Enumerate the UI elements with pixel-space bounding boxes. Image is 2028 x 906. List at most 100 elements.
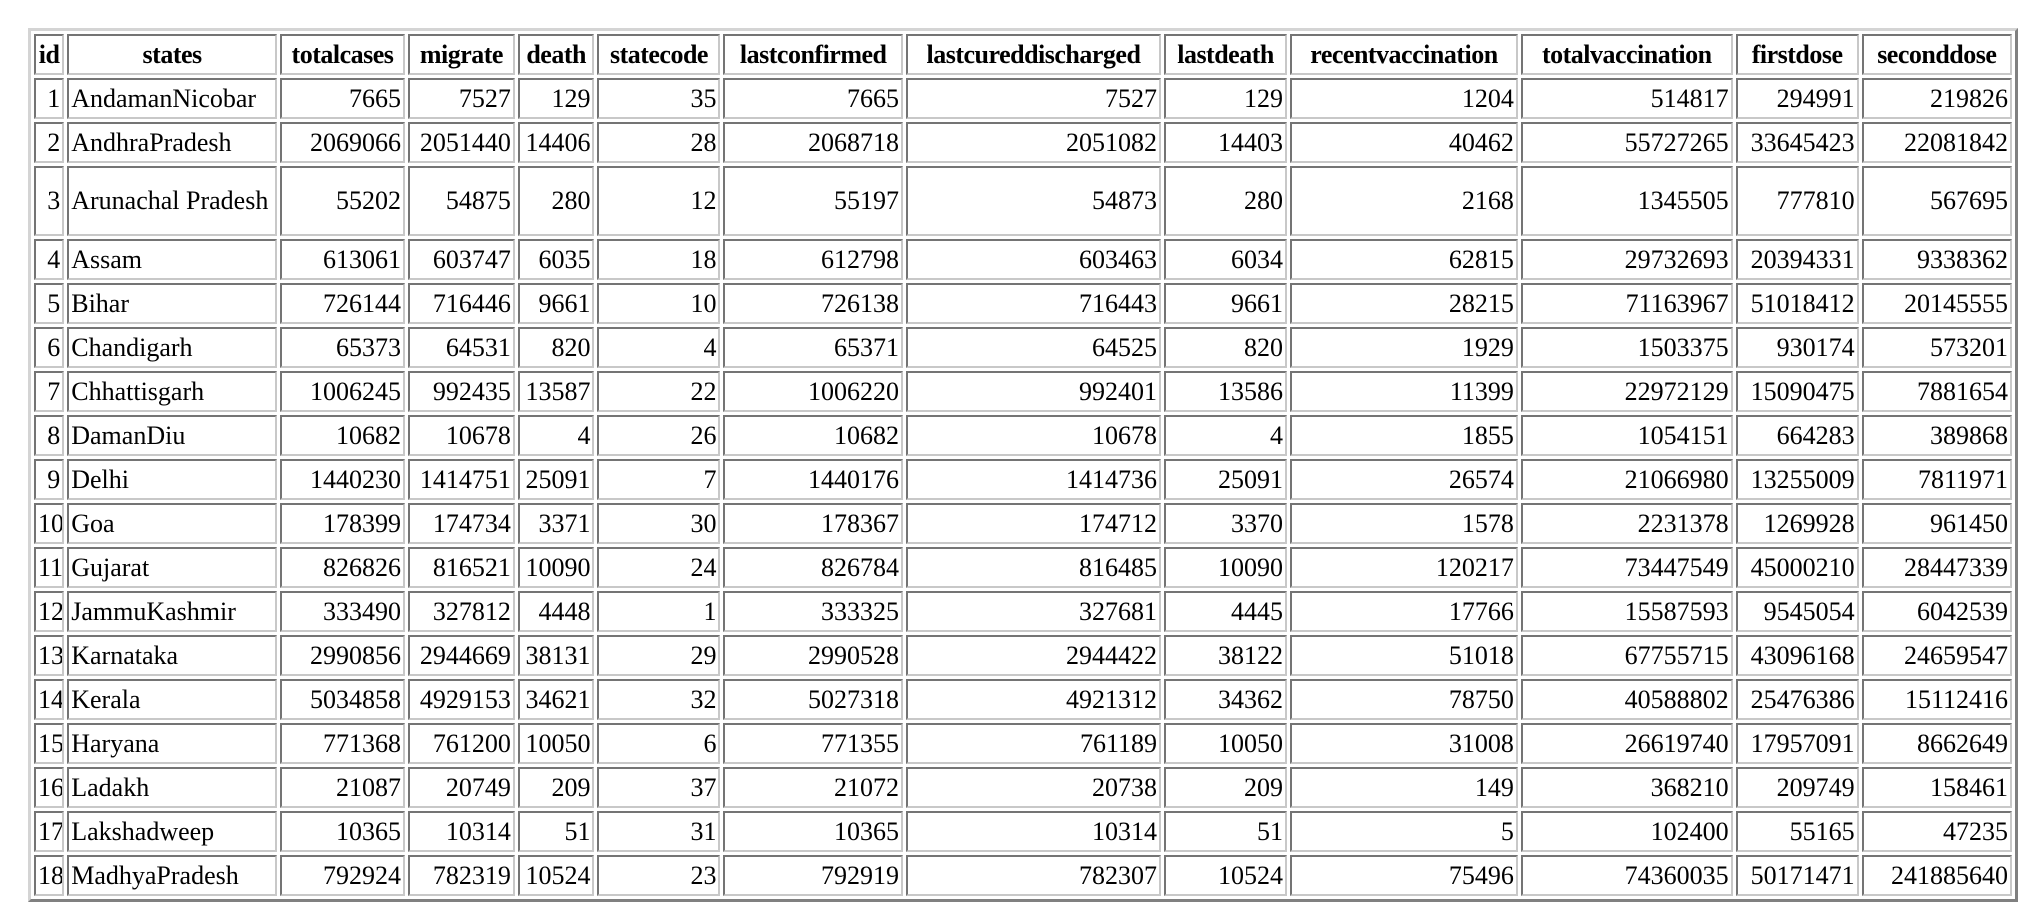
table-row: 1 AndamanNicobar 7665 7527 129 35 7665 7527 129 1… — [34, 78, 2012, 119]
cell-lastdeath: 6034 — [1164, 239, 1288, 280]
cell-firstdose: 51018412 — [1735, 283, 1859, 324]
cell-lastcureddischarged: 327681 — [905, 591, 1162, 632]
cell-seconddose: 24659547 — [1861, 635, 2012, 676]
column-header-firstdose: firstdose — [1735, 34, 1859, 75]
table-container: id states totalcases migrate death statecode l… — [28, 28, 2018, 902]
cell-firstdose: 294991 — [1735, 78, 1859, 119]
cell-statecode: 28 — [597, 122, 721, 163]
table-row: 8 DamanDiu 10682 10678 4 26 10682 10678 4 1855 105… — [34, 415, 2012, 456]
cell-totalcases: 7665 — [279, 78, 405, 119]
cell-statecode: 35 — [597, 78, 721, 119]
cell-totalcases: 613061 — [279, 239, 405, 280]
cell-lastconfirmed: 65371 — [723, 327, 903, 368]
cell-statecode: 18 — [597, 239, 721, 280]
cell-migrate: 782319 — [407, 855, 515, 896]
cell-firstdose: 13255009 — [1735, 459, 1859, 500]
cell-recentvaccination: 17766 — [1290, 591, 1518, 632]
cell-totalvaccination: 15587593 — [1520, 591, 1733, 632]
cell-totalvaccination: 1345505 — [1520, 166, 1733, 236]
cell-firstdose: 20394331 — [1735, 239, 1859, 280]
cell-seconddose: 7811971 — [1861, 459, 2012, 500]
cell-id: 15 — [34, 723, 65, 764]
cell-totalvaccination: 1503375 — [1520, 327, 1733, 368]
table-row: 7 Chhattisgarh 1006245 992435 13587 22 1006220… — [34, 371, 2012, 412]
column-header-lastcureddischarged: lastcureddischarged — [905, 34, 1162, 75]
cell-statecode: 12 — [597, 166, 721, 236]
cell-lastdeath: 10524 — [1164, 855, 1288, 896]
cell-recentvaccination: 120217 — [1290, 547, 1518, 588]
cell-migrate: 992435 — [407, 371, 515, 412]
table-row: 6 Chandigarh 65373 64531 820 4 65371 64525 820 19… — [34, 327, 2012, 368]
cell-lastconfirmed: 726138 — [723, 283, 903, 324]
table-row: 11 Gujarat 826826 816521 10090 24 826784 816485… — [34, 547, 2012, 588]
cell-lastconfirmed: 5027318 — [723, 679, 903, 720]
cell-id: 10 — [34, 503, 65, 544]
cell-death: 129 — [517, 78, 595, 119]
cell-lastconfirmed: 792919 — [723, 855, 903, 896]
cell-totalcases: 1006245 — [279, 371, 405, 412]
cell-migrate: 64531 — [407, 327, 515, 368]
cell-statecode: 6 — [597, 723, 721, 764]
table-row: 14 Kerala 5034858 4929153 34621 32 5027318 4921… — [34, 679, 2012, 720]
cell-seconddose: 158461 — [1861, 767, 2012, 808]
states-data-table: id states totalcases migrate death statecode l… — [28, 28, 2018, 902]
cell-states: Karnataka — [67, 635, 277, 676]
cell-lastcureddischarged: 20738 — [905, 767, 1162, 808]
cell-migrate: 327812 — [407, 591, 515, 632]
cell-seconddose: 219826 — [1861, 78, 2012, 119]
cell-lastcureddischarged: 1414736 — [905, 459, 1162, 500]
cell-firstdose: 25476386 — [1735, 679, 1859, 720]
cell-recentvaccination: 1204 — [1290, 78, 1518, 119]
cell-id: 12 — [34, 591, 65, 632]
cell-states: Ladakh — [67, 767, 277, 808]
column-header-death: death — [517, 34, 595, 75]
cell-migrate: 816521 — [407, 547, 515, 588]
cell-recentvaccination: 1929 — [1290, 327, 1518, 368]
column-header-lastdeath: lastdeath — [1164, 34, 1288, 75]
cell-seconddose: 7881654 — [1861, 371, 2012, 412]
cell-statecode: 1 — [597, 591, 721, 632]
column-header-id: id — [34, 34, 65, 75]
cell-lastdeath: 4445 — [1164, 591, 1288, 632]
cell-lastdeath: 34362 — [1164, 679, 1288, 720]
table-row: 4 Assam 613061 603747 6035 18 612798 603463 6034… — [34, 239, 2012, 280]
cell-states: Delhi — [67, 459, 277, 500]
cell-migrate: 2051440 — [407, 122, 515, 163]
cell-lastcureddischarged: 10678 — [905, 415, 1162, 456]
cell-lastcureddischarged: 716443 — [905, 283, 1162, 324]
cell-lastconfirmed: 2990528 — [723, 635, 903, 676]
column-header-lastconfirmed: lastconfirmed — [723, 34, 903, 75]
cell-firstdose: 50171471 — [1735, 855, 1859, 896]
cell-death: 34621 — [517, 679, 595, 720]
cell-lastdeath: 9661 — [1164, 283, 1288, 324]
cell-seconddose: 389868 — [1861, 415, 2012, 456]
cell-lastconfirmed: 612798 — [723, 239, 903, 280]
cell-recentvaccination: 149 — [1290, 767, 1518, 808]
cell-lastdeath: 3370 — [1164, 503, 1288, 544]
cell-lastcureddischarged: 2051082 — [905, 122, 1162, 163]
cell-totalcases: 1440230 — [279, 459, 405, 500]
cell-seconddose: 47235 — [1861, 811, 2012, 852]
cell-totalvaccination: 21066980 — [1520, 459, 1733, 500]
cell-lastdeath: 25091 — [1164, 459, 1288, 500]
cell-lastconfirmed: 1006220 — [723, 371, 903, 412]
cell-states: Bihar — [67, 283, 277, 324]
cell-death: 9661 — [517, 283, 595, 324]
cell-states: AndhraPradesh — [67, 122, 277, 163]
cell-death: 3371 — [517, 503, 595, 544]
cell-firstdose: 45000210 — [1735, 547, 1859, 588]
cell-lastcureddischarged: 816485 — [905, 547, 1162, 588]
cell-lastdeath: 820 — [1164, 327, 1288, 368]
cell-id: 18 — [34, 855, 65, 896]
cell-totalcases: 826826 — [279, 547, 405, 588]
cell-migrate: 54875 — [407, 166, 515, 236]
cell-migrate: 10314 — [407, 811, 515, 852]
cell-recentvaccination: 5 — [1290, 811, 1518, 852]
cell-lastdeath: 129 — [1164, 78, 1288, 119]
table-row: 9 Delhi 1440230 1414751 25091 7 1440176 1414736… — [34, 459, 2012, 500]
cell-firstdose: 33645423 — [1735, 122, 1859, 163]
cell-lastdeath: 209 — [1164, 767, 1288, 808]
cell-lastdeath: 13586 — [1164, 371, 1288, 412]
cell-firstdose: 664283 — [1735, 415, 1859, 456]
cell-firstdose: 1269928 — [1735, 503, 1859, 544]
